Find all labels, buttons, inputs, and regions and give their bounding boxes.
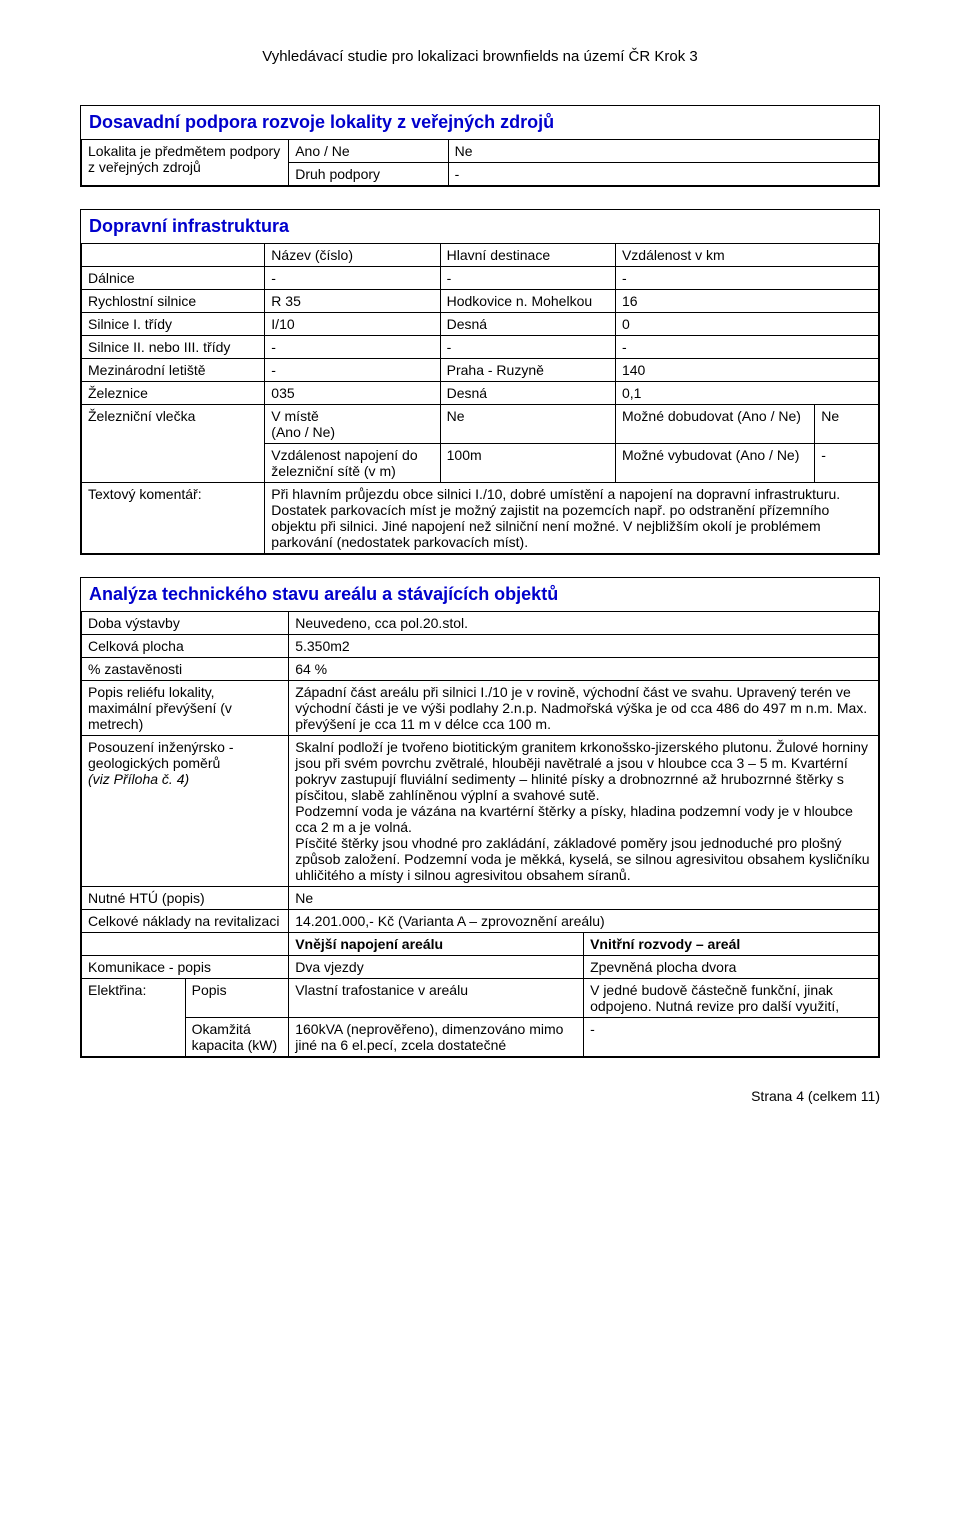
tr-r2-c: 16 — [615, 290, 878, 313]
a-r9-b: Zpevněná plocha dvora — [584, 956, 879, 979]
tr-r1-a: - — [265, 267, 440, 290]
page-footer: Strana 4 (celkem 11) — [80, 1088, 880, 1104]
el-r2-b: - — [584, 1018, 879, 1057]
a-r2-l: Celková plocha — [82, 635, 289, 658]
th-name: Název (číslo) — [265, 244, 440, 267]
a-r5-l-pre: Posouzení inženýrsko - geologických pomě… — [88, 739, 234, 771]
support-r1-c3: Ne — [448, 140, 878, 163]
th-dist: Vzdálenost v km — [615, 244, 878, 267]
a-r3-l: % zastavěnosti — [82, 658, 289, 681]
support-r1-c2: Ano / Ne — [289, 140, 448, 163]
vlecka-label: Železniční vlečka — [82, 405, 265, 483]
a-r2-v: 5.350m2 — [289, 635, 879, 658]
el-r1-a: Vlastní trafostanice v areálu — [289, 979, 584, 1018]
section-support-title: Dosavadní podpora rozvoje lokality z veř… — [81, 106, 879, 139]
a-r5-l-italic: (viz Příloha č. 4) — [88, 771, 189, 787]
tr-r3-l: Silnice I. třídy — [82, 313, 265, 336]
v1c: Možné dobudovat (Ano / Ne) — [615, 405, 814, 444]
el-r1-l: Popis — [185, 979, 289, 1018]
tr-r5-l: Mezinárodní letiště — [82, 359, 265, 382]
a-r1-l: Doba výstavby — [82, 612, 289, 635]
a-r4-v: Západní část areálu při silnici I./10 je… — [289, 681, 879, 736]
a-r8-b: Vnitřní rozvody – areál — [584, 933, 879, 956]
a-r5-v: Skalní podloží je tvořeno biotitickým gr… — [289, 736, 879, 887]
tr-r3-c: 0 — [615, 313, 878, 336]
v1b: Ne — [440, 405, 615, 444]
tr-r2-l: Rychlostní silnice — [82, 290, 265, 313]
comment-label: Textový komentář: — [82, 483, 265, 554]
tr-r4-c: - — [615, 336, 878, 359]
tr-r6-b: Desná — [440, 382, 615, 405]
a-r9-a: Dva vjezdy — [289, 956, 584, 979]
el-r2-a: 160kVA (neprověřeno), dimenzováno mimo j… — [289, 1018, 584, 1057]
analysis-table: Doba výstavby Neuvedeno, cca pol.20.stol… — [81, 611, 879, 1057]
v1a: V místě (Ano / Ne) — [265, 405, 440, 444]
tr-r4-a: - — [265, 336, 440, 359]
a-r9-l: Komunikace - popis — [82, 956, 289, 979]
tr-r5-a: - — [265, 359, 440, 382]
v2b: 100m — [440, 444, 615, 483]
el-r2-l: Okamžitá kapacita (kW) — [185, 1018, 289, 1057]
v2a: Vzdálenost napojení do železniční sítě (… — [265, 444, 440, 483]
el-label: Elektřina: — [82, 979, 186, 1057]
a-r7-v: 14.201.000,- Kč (Varianta A – zprovozněn… — [289, 910, 879, 933]
a-r6-l: Nutné HTÚ (popis) — [82, 887, 289, 910]
th-dest: Hlavní destinace — [440, 244, 615, 267]
tr-r6-l: Železnice — [82, 382, 265, 405]
tr-r1-l: Dálnice — [82, 267, 265, 290]
v2d: - — [815, 444, 879, 483]
section-analysis-title: Analýza technického stavu areálu a stáva… — [81, 578, 879, 611]
tr-r4-b: - — [440, 336, 615, 359]
tr-r1-c: - — [615, 267, 878, 290]
support-table: Lokalita je předmětem podpory z veřejnýc… — [81, 139, 879, 186]
section-transport-title: Dopravní infrastruktura — [81, 210, 879, 243]
a-r4-l: Popis reliéfu lokality, maximální převýš… — [82, 681, 289, 736]
support-r1-label: Lokalita je předmětem podpory z veřejnýc… — [82, 140, 289, 186]
support-r2-c3: - — [448, 163, 878, 186]
tr-r1-b: - — [440, 267, 615, 290]
tr-r4-l: Silnice II. nebo III. třídy — [82, 336, 265, 359]
a-r7-l: Celkové náklady na revitalizaci — [82, 910, 289, 933]
a-r5-l: Posouzení inženýrsko - geologických pomě… — [82, 736, 289, 887]
section-support: Dosavadní podpora rozvoje lokality z veř… — [80, 105, 880, 187]
el-r1-b: V jedné budově částečně funkční, jinak o… — [584, 979, 879, 1018]
tr-r6-c: 0,1 — [615, 382, 878, 405]
v2c: Možné vybudovat (Ano / Ne) — [615, 444, 814, 483]
support-r2-c2: Druh podpory — [289, 163, 448, 186]
tr-r5-b: Praha - Ruzyně — [440, 359, 615, 382]
v1d: Ne — [815, 405, 879, 444]
a-r6-v: Ne — [289, 887, 879, 910]
a-r3-v: 64 % — [289, 658, 879, 681]
comment-text: Při hlavním průjezdu obce silnici I./10,… — [265, 483, 879, 554]
tr-r3-a: I/10 — [265, 313, 440, 336]
page-header: Vyhledávací studie pro lokalizaci brownf… — [80, 48, 880, 65]
tr-r3-b: Desná — [440, 313, 615, 336]
a-r8-a: Vnější napojení areálu — [289, 933, 584, 956]
a-r1-v: Neuvedeno, cca pol.20.stol. — [289, 612, 879, 635]
section-analysis: Analýza technického stavu areálu a stáva… — [80, 577, 880, 1058]
tr-r2-b: Hodkovice n. Mohelkou — [440, 290, 615, 313]
tr-r5-c: 140 — [615, 359, 878, 382]
section-transport: Dopravní infrastruktura Název (číslo) Hl… — [80, 209, 880, 555]
tr-r2-a: R 35 — [265, 290, 440, 313]
transport-table: Název (číslo) Hlavní destinace Vzdálenos… — [81, 243, 879, 554]
tr-r6-a: 035 — [265, 382, 440, 405]
